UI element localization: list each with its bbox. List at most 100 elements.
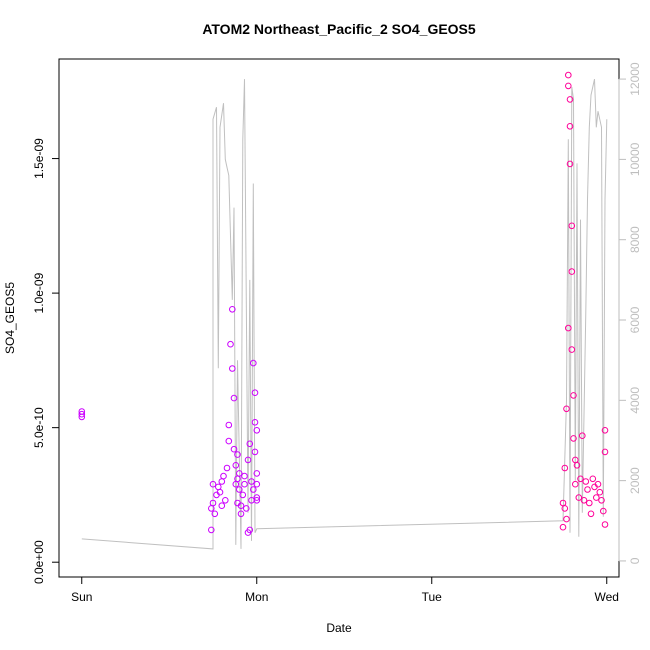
data-point — [253, 480, 261, 488]
data-point — [250, 359, 257, 367]
y-tick-label-left: 5.0e-10 — [32, 407, 46, 448]
data-point — [209, 499, 217, 507]
data-point — [579, 432, 586, 440]
data-point — [565, 71, 572, 79]
data-point — [587, 510, 595, 518]
data-point — [600, 507, 607, 515]
data-point — [250, 486, 257, 493]
data-point — [230, 394, 238, 402]
data-point — [216, 488, 224, 496]
data-point — [251, 448, 259, 456]
data-point — [594, 480, 602, 488]
data-point — [251, 389, 259, 397]
data-point — [244, 456, 252, 464]
data-point — [78, 410, 86, 418]
y-tick-label-left: 1.0e-09 — [32, 272, 46, 313]
data-point — [229, 365, 236, 372]
data-point — [586, 499, 593, 507]
data-point — [243, 505, 250, 512]
plot-frame — [58, 58, 620, 578]
altitude-line-layer — [81, 78, 608, 550]
y-tick-label-left: 0.0e+00 — [32, 540, 46, 584]
x-tick-label: Mon — [245, 590, 268, 604]
y-tick-label-right: 8000 — [628, 226, 642, 253]
y-axis-label: SO4_GEOS5 — [3, 282, 17, 354]
data-point — [248, 478, 255, 485]
data-point — [565, 324, 572, 332]
data-point — [589, 475, 597, 483]
altitude-line — [81, 78, 608, 550]
points-layer — [78, 71, 609, 536]
data-point — [236, 470, 243, 477]
data-point — [559, 523, 567, 531]
data-point — [601, 427, 609, 434]
data-point — [253, 427, 261, 434]
data-point — [573, 462, 581, 469]
chart-title: ATOM2 Northeast_Pacific_2 SO4_GEOS5 — [202, 21, 476, 37]
data-point — [566, 160, 574, 168]
data-point — [227, 340, 234, 348]
axes-layer: Sun Mon Tue Wed 0.0e+00 5.0e-10 1.0e-09 1.5e-09… — [32, 62, 642, 604]
data-point — [236, 486, 243, 493]
data-point — [575, 494, 583, 501]
data-point — [580, 497, 588, 504]
data-point — [561, 464, 569, 472]
data-point — [596, 488, 604, 496]
data-point — [218, 502, 226, 510]
data-point — [223, 464, 231, 472]
data-point — [568, 346, 576, 353]
data-point — [229, 306, 236, 313]
data-point — [237, 502, 245, 510]
data-point — [253, 494, 261, 501]
data-point — [563, 405, 570, 413]
data-point — [208, 526, 215, 534]
y-tick-label-right: 10000 — [628, 142, 642, 176]
data-point — [561, 505, 569, 512]
x-axis-label: Date — [326, 621, 352, 635]
data-point — [230, 445, 238, 453]
data-point — [220, 472, 227, 480]
data-point — [239, 491, 247, 499]
y-tick-label-left: 1.5e-09 — [32, 138, 46, 179]
data-point — [241, 472, 248, 480]
y-tick-label-right: 2000 — [628, 467, 642, 494]
data-point — [577, 475, 584, 483]
data-point — [78, 413, 86, 421]
data-point — [601, 521, 609, 528]
data-point — [584, 486, 591, 493]
data-point — [570, 392, 577, 399]
data-point — [565, 82, 572, 90]
data-point — [598, 497, 605, 504]
data-point — [218, 478, 226, 485]
x-tick-label: Tue — [422, 590, 443, 604]
data-point — [253, 497, 261, 504]
data-point — [572, 480, 579, 488]
data-point — [246, 440, 254, 448]
data-point — [568, 268, 576, 275]
data-point — [222, 497, 229, 504]
data-point — [593, 494, 600, 501]
data-point — [570, 435, 577, 442]
data-point — [568, 222, 576, 230]
data-point — [209, 480, 217, 488]
data-point — [234, 451, 241, 458]
y-tick-label-right: 4000 — [628, 387, 642, 414]
data-point — [225, 437, 233, 445]
data-point — [601, 448, 609, 456]
data-point — [582, 478, 590, 485]
data-point — [225, 421, 233, 429]
data-point — [251, 419, 259, 426]
y-tick-label-right: 0 — [628, 557, 642, 564]
data-point — [215, 483, 222, 491]
x-tick-label: Sun — [71, 590, 92, 604]
y-tick-label-right: 6000 — [628, 306, 642, 333]
data-point — [241, 480, 248, 488]
data-point — [211, 510, 219, 518]
data-point — [232, 462, 240, 469]
data-point — [253, 470, 261, 477]
y-tick-label-right: 12000 — [628, 62, 642, 96]
data-point — [566, 96, 574, 103]
data-point — [237, 510, 245, 518]
data-point — [563, 515, 570, 523]
